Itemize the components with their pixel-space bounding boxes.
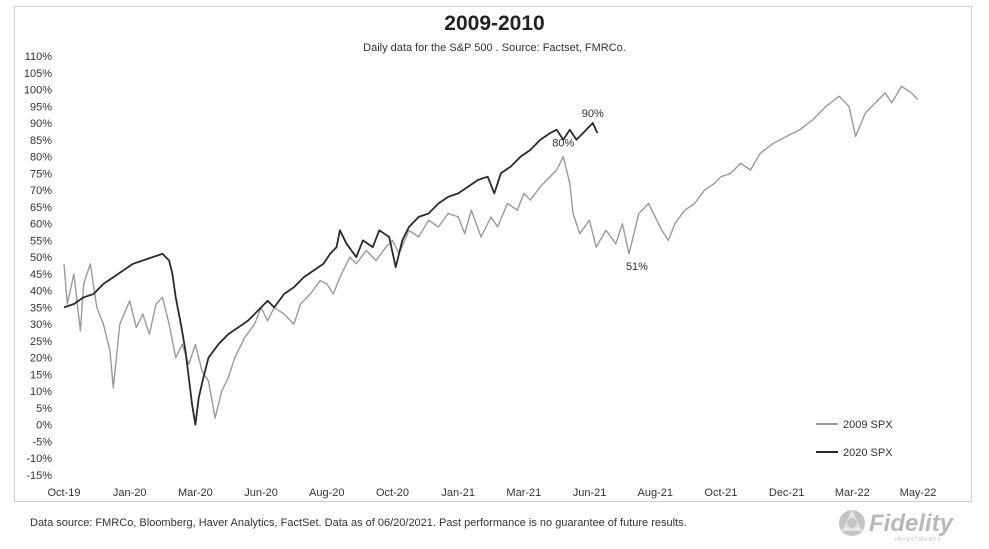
y-tick-label: 105% xyxy=(24,68,52,80)
x-tick-label: Mar-21 xyxy=(506,487,541,499)
annotation-label: 51% xyxy=(626,261,648,273)
footer-note: Data source: FMRCo, Bloomberg, Haver Ana… xyxy=(30,517,687,529)
annotation-label: 90% xyxy=(582,108,604,120)
chart-frame xyxy=(14,6,972,502)
x-tick-label: Dec-21 xyxy=(769,487,804,499)
x-tick-label: Jan-21 xyxy=(441,487,475,499)
y-tick-label: 35% xyxy=(30,302,52,314)
x-tick-label: Jun-20 xyxy=(244,487,278,499)
fidelity-logo: Fidelity INVESTMENTS xyxy=(839,510,955,543)
logo-wordmark: Fidelity xyxy=(869,510,955,537)
x-tick-label: May-22 xyxy=(900,487,937,499)
x-tick-label: Aug-20 xyxy=(309,487,344,499)
x-tick-label: Aug-21 xyxy=(637,487,672,499)
y-tick-label: -15% xyxy=(26,470,52,482)
x-tick-label: Jun-21 xyxy=(573,487,607,499)
y-tick-label: 50% xyxy=(30,252,52,264)
y-tick-label: 95% xyxy=(30,101,52,113)
y-tick-label: 15% xyxy=(30,369,52,381)
y-tick-label: 70% xyxy=(30,185,52,197)
logo-subtext: INVESTMENTS xyxy=(895,537,942,543)
y-tick-label: 110% xyxy=(25,51,53,63)
y-tick-label: 40% xyxy=(30,286,52,298)
y-tick-label: -10% xyxy=(26,453,52,465)
y-tick-label: 30% xyxy=(30,319,52,331)
y-tick-label: 25% xyxy=(30,336,52,348)
y-tick-label: 80% xyxy=(30,152,52,164)
y-tick-label: 20% xyxy=(30,353,52,365)
legend-label-2009: 2009 SPX xyxy=(843,419,893,431)
x-tick-label: Mar-22 xyxy=(835,487,870,499)
logo-shield-icon xyxy=(839,510,865,536)
annotation-label: 80% xyxy=(552,138,574,150)
y-tick-label: 0% xyxy=(36,420,52,432)
y-tick-label: 45% xyxy=(30,269,52,281)
y-tick-label: 60% xyxy=(30,219,52,231)
y-tick-label: 100% xyxy=(24,85,52,97)
legend-label-2020: 2020 SPX xyxy=(843,447,893,459)
y-tick-label: 85% xyxy=(30,135,52,147)
series-line-2020-spx xyxy=(63,122,599,426)
chart-title: 2009-2010 xyxy=(444,12,545,35)
x-tick-label: Oct-20 xyxy=(376,487,409,499)
y-tick-label: 10% xyxy=(30,386,52,398)
chart-subtitle: Daily data for the S&P 500 . Source: Fac… xyxy=(363,42,626,54)
x-tick-label: Oct-21 xyxy=(704,487,737,499)
x-tick-label: Jan-20 xyxy=(113,487,147,499)
x-tick-label: Mar-20 xyxy=(178,487,213,499)
y-tick-label: 65% xyxy=(30,202,52,214)
series-line-2009-spx xyxy=(63,85,919,419)
y-tick-label: 90% xyxy=(30,118,52,130)
y-tick-label: 5% xyxy=(36,403,52,415)
y-tick-label: 75% xyxy=(30,168,52,180)
y-tick-label: -5% xyxy=(32,436,52,448)
y-tick-label: 55% xyxy=(30,235,52,247)
x-tick-label: Oct-19 xyxy=(47,487,80,499)
